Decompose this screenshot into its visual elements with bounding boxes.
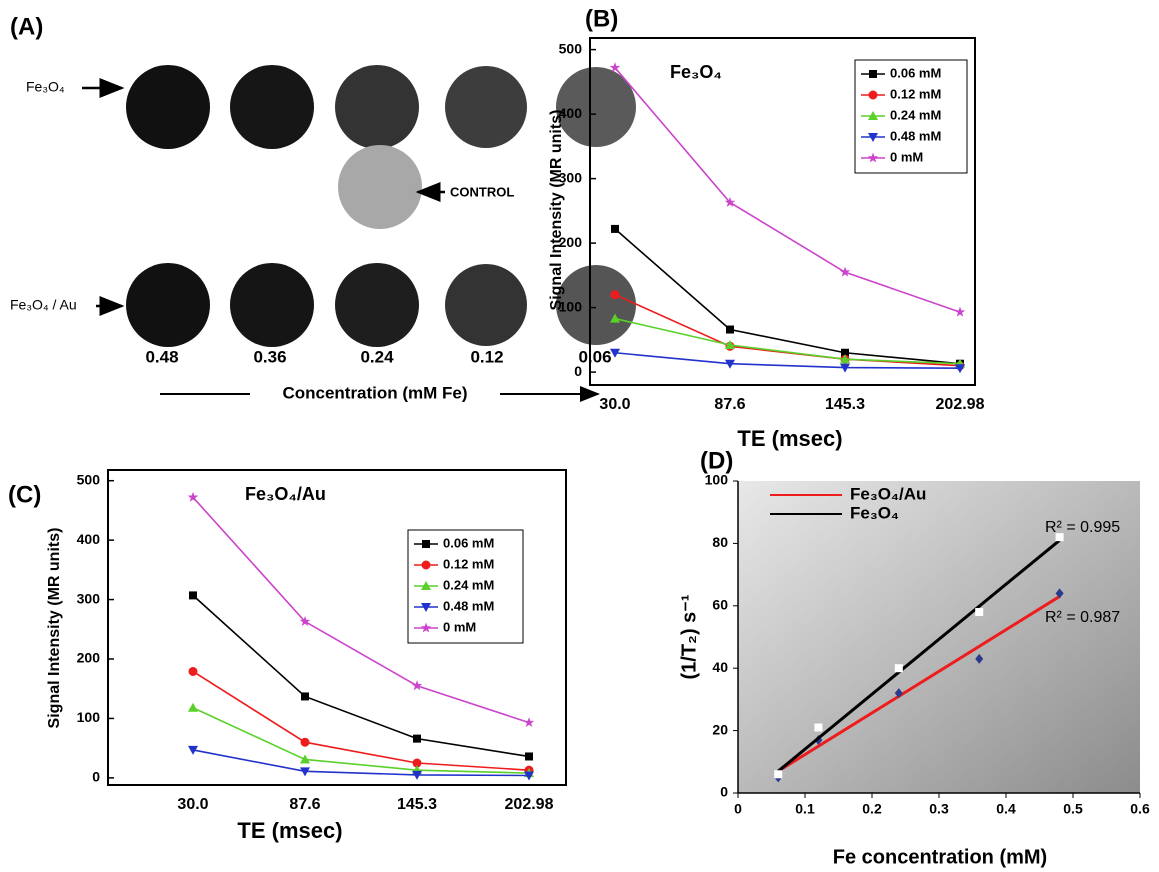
y-tick-label: 0 [574, 363, 582, 379]
panel-label: (A) [10, 13, 43, 40]
y-tick-label: 60 [712, 597, 728, 613]
concentration: 0.48 [145, 347, 178, 366]
series-line [615, 229, 960, 364]
legend-label: Fe₃O₄ [850, 503, 899, 522]
marker [412, 680, 422, 690]
plot-title: Fe₃O₄/Au [245, 484, 326, 504]
y-tick-label: 300 [77, 590, 101, 606]
figure: (A) Fe₃O₄ Fe₃O₄ / Au CONTROL 0.48 0.36 0… [0, 0, 1159, 872]
panel-label: (B) [585, 5, 618, 32]
marker [975, 608, 983, 616]
marker [189, 667, 198, 676]
legend-label: 0.12 mM [443, 556, 494, 571]
y-tick-label: 0 [720, 784, 728, 800]
marker [726, 326, 734, 334]
x-tick-label: 0.5 [1063, 801, 1083, 817]
x-tick-label: 0.2 [862, 801, 882, 817]
x-tick-label: 202.98 [505, 796, 554, 813]
legend-label: 0.06 mM [443, 535, 494, 550]
marker [611, 290, 620, 299]
marker [611, 225, 619, 233]
x-tick-label: 0.4 [996, 801, 1016, 817]
marker [301, 738, 310, 747]
legend-label: 0.24 mM [890, 107, 941, 122]
marker [524, 717, 534, 727]
marker [189, 591, 197, 599]
y-tick-label: 40 [712, 659, 728, 675]
row-label: Fe₃O₄ [26, 79, 65, 95]
y-axis-label: (1/T₂) s⁻¹ [678, 594, 700, 679]
axis-label: Concentration (mM Fe) [282, 383, 467, 402]
y-tick-label: 80 [712, 534, 728, 550]
legend-label: 0 mM [890, 149, 923, 164]
row-label: Fe₃O₄ / Au [10, 297, 77, 313]
y-tick-label: 20 [712, 721, 728, 737]
panel-label: (D) [700, 447, 733, 474]
x-axis-label: Fe concentration (mM) [833, 846, 1047, 868]
legend-label: 0 mM [443, 619, 476, 634]
concentration: 0.12 [470, 347, 503, 366]
marker [301, 692, 309, 700]
panel-a: (A) Fe₃O₄ Fe₃O₄ / Au CONTROL 0.48 0.36 0… [10, 13, 636, 402]
control-label: CONTROL [450, 184, 514, 199]
x-tick-label: 87.6 [714, 396, 745, 413]
marker [413, 735, 421, 743]
legend-label: Fe₃O₄/Au [850, 484, 926, 503]
marker [188, 703, 198, 712]
panel-label: (C) [8, 481, 41, 508]
y-tick-label: 0 [92, 769, 100, 785]
marker [300, 754, 310, 763]
series-line [193, 671, 529, 770]
x-axis-label: TE (msec) [737, 426, 842, 451]
annotation: R² = 0.995 [1045, 519, 1120, 536]
y-tick-label: 500 [559, 40, 583, 56]
y-tick-label: 500 [77, 471, 101, 487]
concentration: 0.24 [360, 347, 394, 366]
legend-label: 0.12 mM [890, 86, 941, 101]
x-tick-label: 0.6 [1130, 801, 1150, 817]
legend-marker [869, 91, 878, 100]
y-axis-label: Signal Intensity (MR units) [548, 110, 565, 311]
plot-title: Fe₃O₄ [670, 62, 722, 82]
legend-marker [869, 70, 877, 78]
marker [774, 770, 782, 778]
x-tick-label: 87.6 [289, 796, 320, 813]
legend-label: 0.06 mM [890, 65, 941, 80]
concentration: 0.06 [578, 347, 611, 366]
x-tick-label: 0.1 [795, 801, 815, 817]
concentration: 0.36 [253, 347, 286, 366]
x-tick-label: 202.98 [936, 396, 985, 413]
x-tick-label: 30.0 [177, 796, 208, 813]
x-tick-label: 30.0 [599, 396, 630, 413]
marker [895, 664, 903, 672]
legend-label: 0.48 mM [890, 128, 941, 143]
y-tick-label: 400 [77, 531, 101, 547]
x-axis-label: TE (msec) [237, 818, 342, 843]
annotation: R² = 0.987 [1045, 609, 1120, 626]
marker [814, 723, 822, 731]
series-line [615, 353, 960, 368]
x-tick-label: 0 [734, 801, 742, 817]
y-axis-label: Signal Intensity (MR units) [46, 528, 63, 729]
x-tick-label: 145.3 [397, 796, 437, 813]
legend-label: 0.24 mM [443, 577, 494, 592]
x-tick-label: 0.3 [929, 801, 949, 817]
marker [840, 267, 850, 277]
legend-marker [422, 561, 431, 570]
marker [525, 752, 533, 760]
y-tick-label: 100 [77, 709, 101, 725]
marker [955, 307, 965, 317]
legend-marker [422, 540, 430, 548]
legend-label: 0.48 mM [443, 598, 494, 613]
y-tick-label: 200 [77, 650, 101, 666]
x-tick-label: 145.3 [825, 396, 865, 413]
